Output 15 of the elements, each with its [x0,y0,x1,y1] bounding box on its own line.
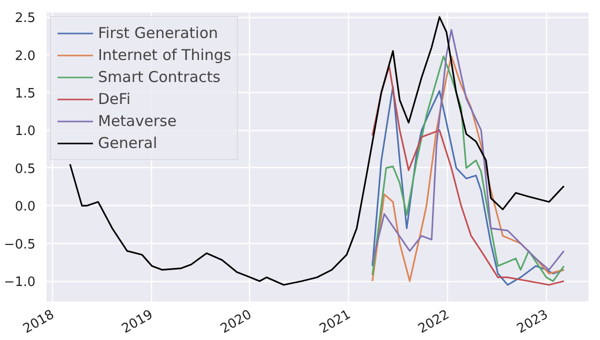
y-tick-label: 1.5 [14,86,36,102]
y-tick-label: −1.0 [4,275,36,290]
y-tick-label: 0.5 [14,162,36,177]
line-series [69,16,565,286]
legend-label: First Generation [98,24,218,42]
y-tick-label: 1.0 [14,124,36,140]
y-tick-label: 2.5 [14,11,36,26]
y-tick-label: −0.5 [4,237,36,252]
legend-label: General [98,134,158,152]
legend-label: DeFi [98,90,130,108]
legend-label: Metaverse [98,112,177,130]
y-tick-label: 2.0 [14,48,36,64]
y-tick-label: 0.0 [14,200,36,215]
legend-label: Internet of Things [98,46,232,64]
legend-label: Smart Contracts [98,68,220,86]
